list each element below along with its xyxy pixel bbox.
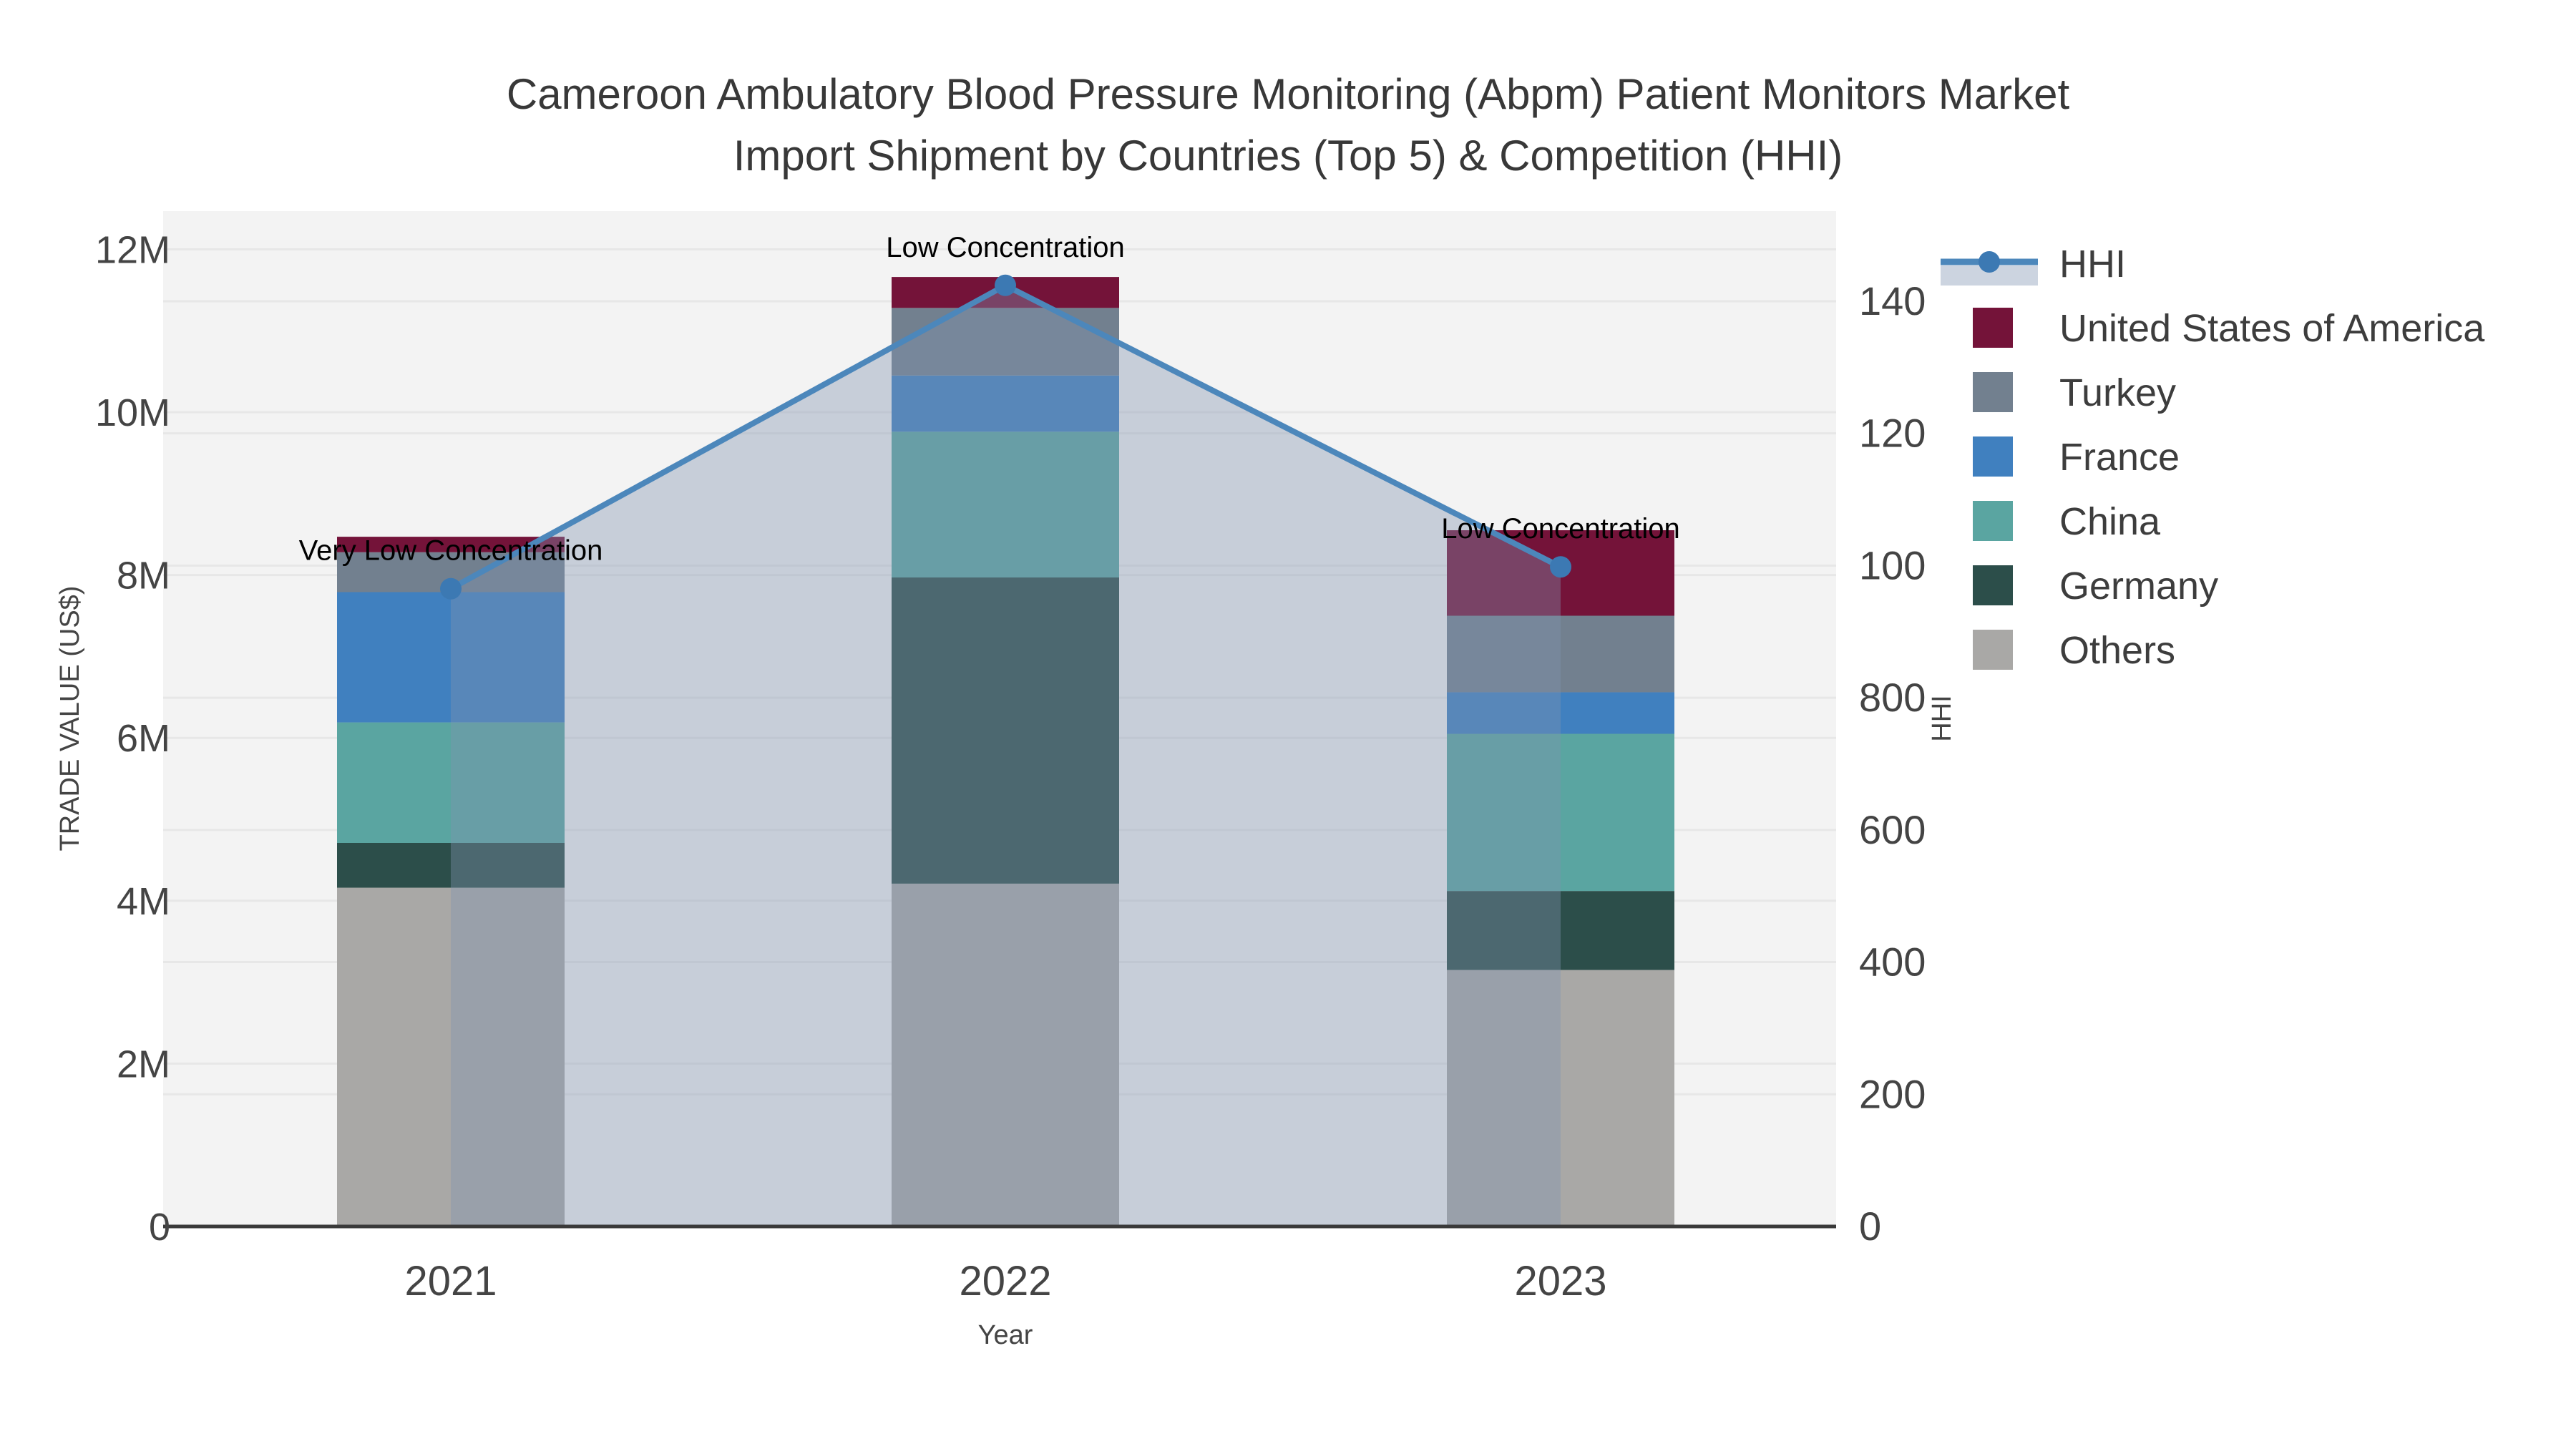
legend-label: Others: [2059, 629, 2175, 672]
bar-2023-others[interactable]: [1447, 970, 1674, 1226]
bar-2022-china[interactable]: [892, 431, 1119, 578]
y-right-tick: 600: [1859, 807, 1926, 852]
bar-2023-turkey[interactable]: [1447, 615, 1674, 693]
annotation-2021: Very Low Concentration: [299, 535, 603, 567]
legend-item-france[interactable]: France: [1973, 436, 2180, 479]
annotations: Very Low Concentration Low Concentration L…: [299, 232, 1680, 567]
legend-label: United States of America: [2059, 307, 2485, 350]
bar-2022-turkey[interactable]: [892, 308, 1119, 376]
legend-label: Turkey: [2059, 371, 2176, 414]
bar-2021-germany[interactable]: [337, 843, 565, 888]
y-right-tick: 800: [1859, 675, 1926, 720]
legend-label: France: [2059, 436, 2180, 479]
y-right-tick: 200: [1859, 1071, 1926, 1116]
hhi-marker-2023[interactable]: [1550, 556, 1571, 578]
x-axis-title: Year: [978, 1320, 1033, 1350]
axes: 0 2M 4M 6M 8M 10M 12M 0 200 400 600 800 100 120 140 202…: [95, 228, 1926, 1304]
hhi-marker-2022[interactable]: [995, 274, 1016, 296]
legend-item-china[interactable]: China: [1973, 500, 2161, 543]
bar-2022-france[interactable]: [892, 375, 1119, 432]
stacked-bars: [337, 277, 1674, 1226]
y-right-tick: 140: [1859, 278, 1926, 323]
y-right-tick: 0: [1859, 1204, 1881, 1249]
hhi-marker-legend-swatch: [1979, 251, 2000, 273]
y-right-tick: 120: [1859, 411, 1926, 456]
legend-label: Germany: [2059, 565, 2218, 608]
bar-2023-germany[interactable]: [1447, 891, 1674, 970]
legend-item-hhi[interactable]: HHI: [1941, 243, 2126, 286]
legend-label: HHI: [2059, 243, 2126, 286]
legend-item-turkey[interactable]: Turkey: [1973, 371, 2176, 414]
legend-item-others[interactable]: Others: [1973, 629, 2175, 672]
legend-color-swatch: [1973, 308, 2013, 348]
hhi-area: [451, 285, 1561, 1227]
legend-color-swatch: [1973, 565, 2013, 605]
y-left-tick: 8M: [117, 555, 170, 597]
bar-2021-united-states-of-america[interactable]: [337, 537, 565, 552]
hhi-marker-2021[interactable]: [440, 577, 462, 600]
y-left-tick: 0: [149, 1206, 170, 1249]
y-right-axis-title: HHI: [1927, 695, 1957, 741]
annotation-2022: Low Concentration: [886, 232, 1125, 263]
bar-2022-germany[interactable]: [892, 577, 1119, 884]
bar-2023-france[interactable]: [1447, 692, 1674, 734]
y-right-tick: 400: [1859, 940, 1926, 985]
hhi-area-fill: [451, 285, 1561, 1227]
legend: HHI United States of America Turkey France C…: [1941, 243, 2485, 672]
annotation-2023: Low Concentration: [1441, 513, 1680, 545]
y-left-axis-title: TRADE VALUE (US$): [55, 586, 85, 852]
legend-item-germany[interactable]: Germany: [1973, 565, 2218, 608]
bar-2021-france[interactable]: [337, 592, 565, 723]
legend-label: China: [2059, 500, 2161, 543]
legend-color-swatch: [1973, 436, 2013, 477]
y-left-tick: 6M: [117, 717, 170, 760]
y-right-tick: 100: [1859, 542, 1926, 587]
y-left-tick: 4M: [117, 880, 170, 923]
legend-color-swatch: [1973, 630, 2013, 670]
x-tick-2021: 2021: [404, 1258, 497, 1304]
bar-2023-china[interactable]: [1447, 733, 1674, 892]
y-left-tick: 12M: [95, 228, 170, 271]
x-tick-2022: 2022: [959, 1258, 1051, 1304]
legend-color-swatch: [1973, 501, 2013, 541]
legend-item-united-states-of-america[interactable]: United States of America: [1973, 307, 2485, 350]
x-tick-2023: 2023: [1514, 1258, 1606, 1304]
bar-2022-others[interactable]: [892, 883, 1119, 1226]
chart-title-line1: Cameroon Ambulatory Blood Pressure Monit…: [507, 70, 2070, 118]
y-left-tick: 2M: [117, 1043, 170, 1085]
bar-2021-others[interactable]: [337, 887, 565, 1226]
bar-2021-china[interactable]: [337, 722, 565, 844]
legend-color-swatch: [1973, 372, 2013, 412]
y-left-tick: 10M: [95, 391, 170, 434]
hhi-line-group: [440, 274, 1571, 600]
chart-title-line2: Import Shipment by Countries (Top 5) & C…: [733, 132, 1843, 180]
